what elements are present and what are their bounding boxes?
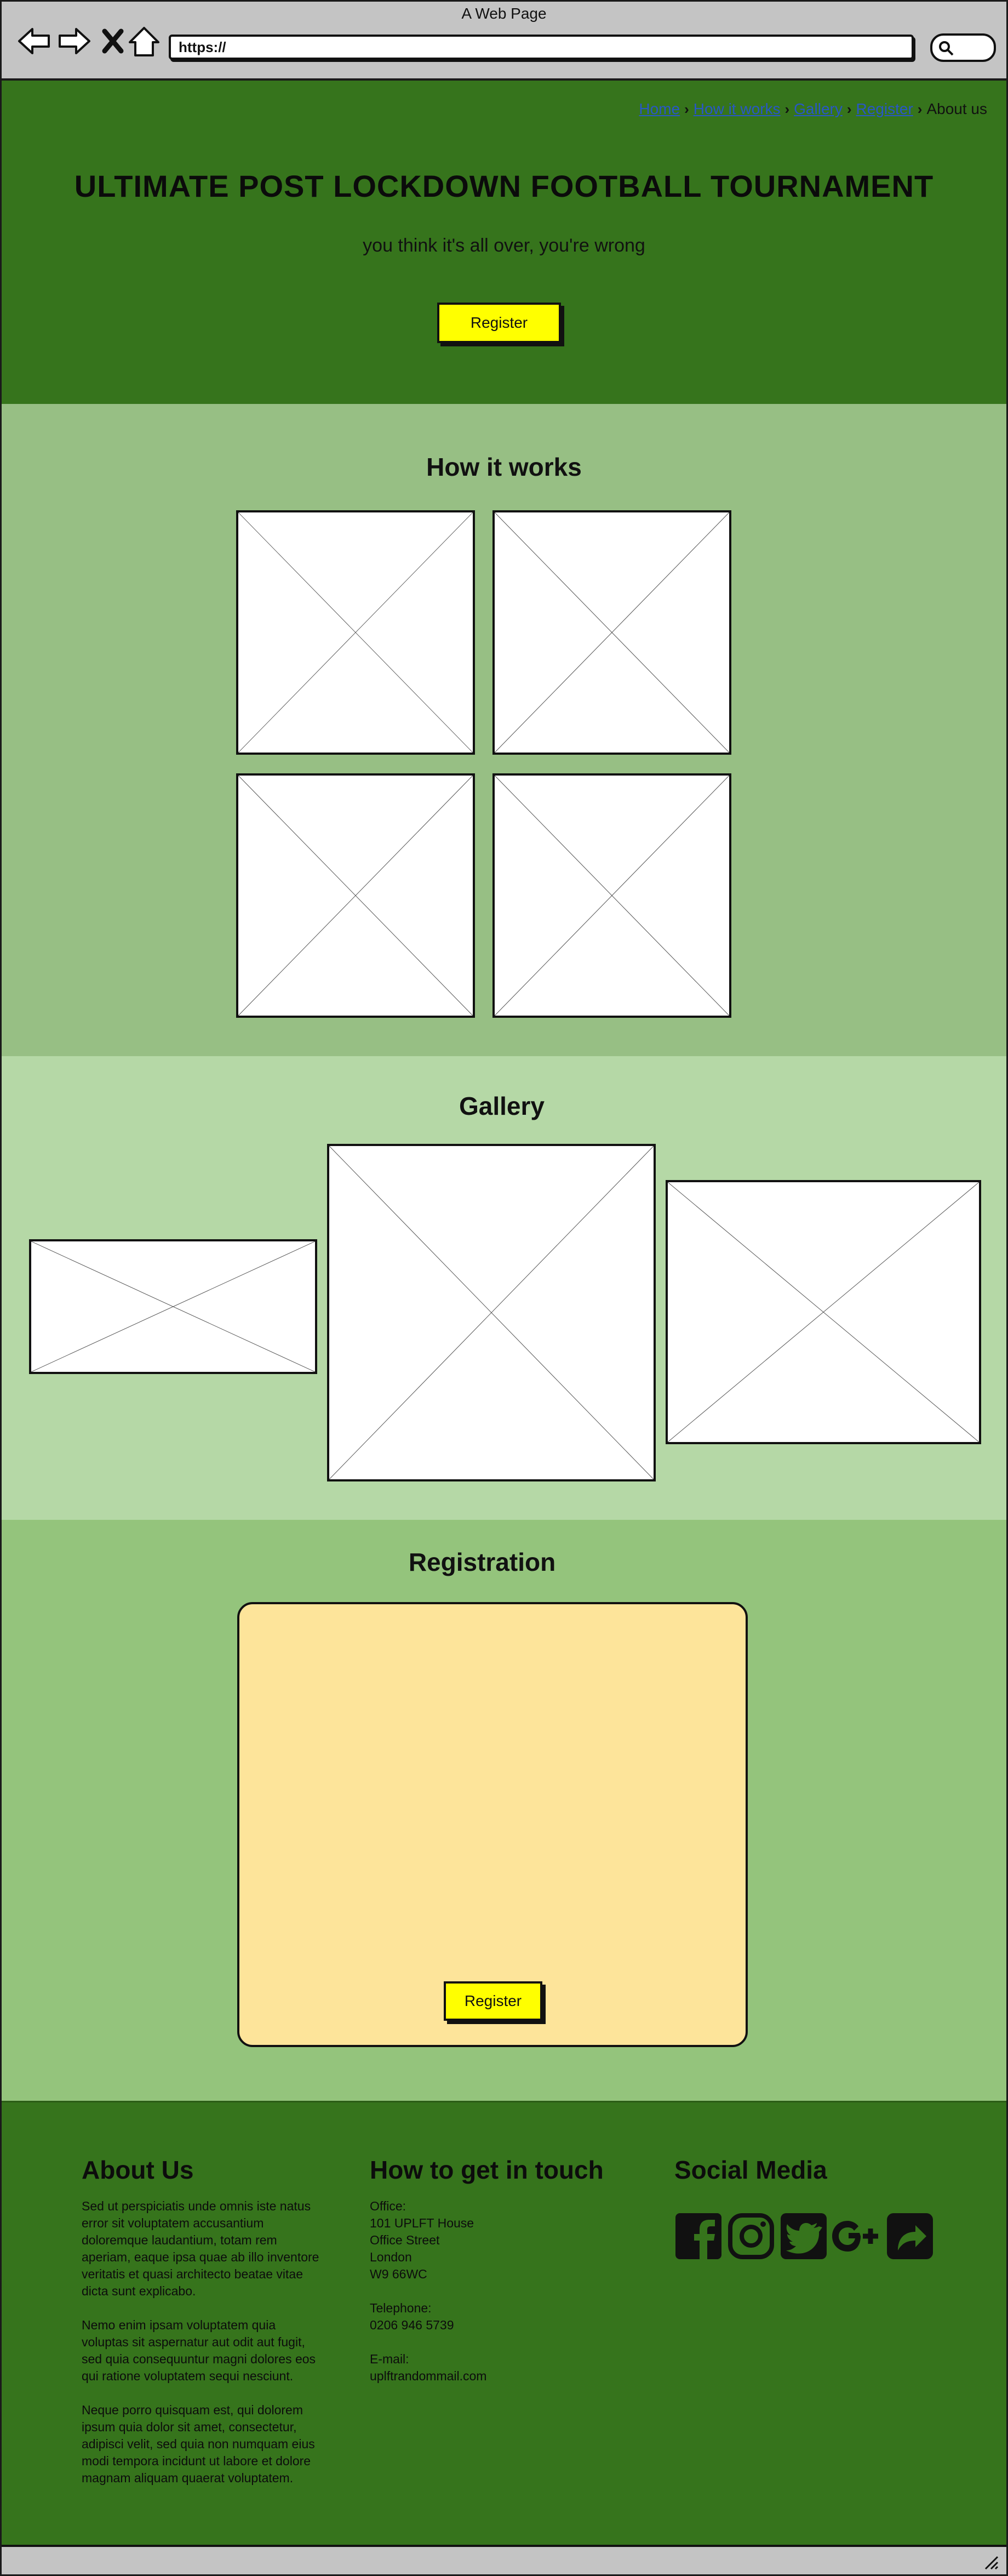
breadcrumb-gallery[interactable]: Gallery xyxy=(794,100,843,117)
breadcrumb-home[interactable]: Home xyxy=(639,100,680,117)
chevron-right-icon: › xyxy=(917,101,923,117)
image-placeholder xyxy=(236,510,475,755)
about-us-text: Sed ut perspiciatis unde omnis iste natu… xyxy=(82,2198,323,2504)
instagram-icon[interactable] xyxy=(727,2212,775,2260)
back-arrow-icon[interactable] xyxy=(17,25,52,58)
contact-details: Office: 101 UPLFT House Office Street Lo… xyxy=(370,2198,589,2385)
address-bar[interactable]: https:// xyxy=(169,35,914,60)
about-paragraph: Nemo enim ipsam voluptatem quia voluptas… xyxy=(82,2318,316,2383)
forward-arrow-icon[interactable] xyxy=(56,25,91,58)
telephone-label: Telephone: xyxy=(370,2301,432,2315)
hero-title: ULTIMATE POST LOCKDOWN FOOTBALL TOURNAME… xyxy=(74,169,934,203)
chevron-right-icon: › xyxy=(684,101,689,117)
registration-title: Registration xyxy=(408,1548,556,1576)
gallery-image[interactable] xyxy=(327,1144,656,1481)
status-bar xyxy=(2,2545,1006,2574)
registration-form: Register xyxy=(237,1602,748,2047)
resize-grip-icon[interactable] xyxy=(981,2552,999,2570)
social-media-heading: Social Media xyxy=(674,2156,827,2184)
share-icon[interactable] xyxy=(886,2212,934,2260)
hero-subtitle: you think it's all over, you're wrong xyxy=(363,235,645,256)
about-paragraph: Sed ut perspiciatis unde omnis iste natu… xyxy=(82,2199,319,2298)
google-plus-icon[interactable] xyxy=(831,2212,884,2260)
hero-register-button[interactable]: Register xyxy=(437,303,561,343)
image-placeholder xyxy=(492,510,731,755)
search-icon xyxy=(939,41,954,56)
office-label: Office: xyxy=(370,2199,406,2213)
chevron-right-icon: › xyxy=(846,101,852,117)
browser-search-box[interactable] xyxy=(930,33,996,62)
address-line: W9 66WC xyxy=(370,2267,427,2281)
twitter-icon[interactable] xyxy=(780,2212,828,2260)
image-placeholder xyxy=(492,773,731,1018)
browser-toolbar: A Web Page https:// xyxy=(2,2,1006,81)
about-us-heading: About Us xyxy=(82,2156,194,2184)
gallery-title: Gallery xyxy=(459,1092,545,1120)
close-x-icon[interactable] xyxy=(99,25,127,58)
hero-section: Home › How it works › Gallery › Register › About… xyxy=(2,81,1006,406)
address-line: Office Street xyxy=(370,2233,440,2247)
registration-section: Registration Register xyxy=(2,1520,1006,2101)
how-it-works-section: How it works xyxy=(2,404,1006,1056)
address-bar-text: https:// xyxy=(179,39,226,55)
facebook-icon[interactable] xyxy=(674,2212,723,2260)
breadcrumb-current: About us xyxy=(926,100,987,117)
image-placeholder xyxy=(236,773,475,1018)
home-icon[interactable] xyxy=(127,25,162,58)
telephone-number: 0206 946 5739 xyxy=(370,2318,454,2332)
email-address[interactable]: uplftrandommail.com xyxy=(370,2369,487,2383)
breadcrumb-register[interactable]: Register xyxy=(856,100,913,117)
how-it-works-title: How it works xyxy=(426,453,582,481)
email-label: E-mail: xyxy=(370,2352,409,2366)
chevron-right-icon: › xyxy=(784,101,790,117)
gallery-image[interactable] xyxy=(29,1239,317,1374)
gallery-section: Gallery xyxy=(2,1056,1006,1520)
breadcrumb-how-it-works[interactable]: How it works xyxy=(693,100,781,117)
about-paragraph: Neque porro quisquam est, qui dolorem ip… xyxy=(82,2403,315,2485)
breadcrumb: Home › How it works › Gallery › Register › About… xyxy=(639,100,987,118)
contact-heading: How to get in touch xyxy=(370,2156,604,2184)
address-line: London xyxy=(370,2250,412,2264)
register-submit-button[interactable]: Register xyxy=(444,1981,542,2021)
gallery-image[interactable] xyxy=(666,1180,981,1444)
address-line: 101 UPLFT House xyxy=(370,2216,474,2230)
footer: About Us Sed ut perspiciatis unde omnis … xyxy=(2,2101,1006,2546)
window-title: A Web Page xyxy=(461,5,547,22)
